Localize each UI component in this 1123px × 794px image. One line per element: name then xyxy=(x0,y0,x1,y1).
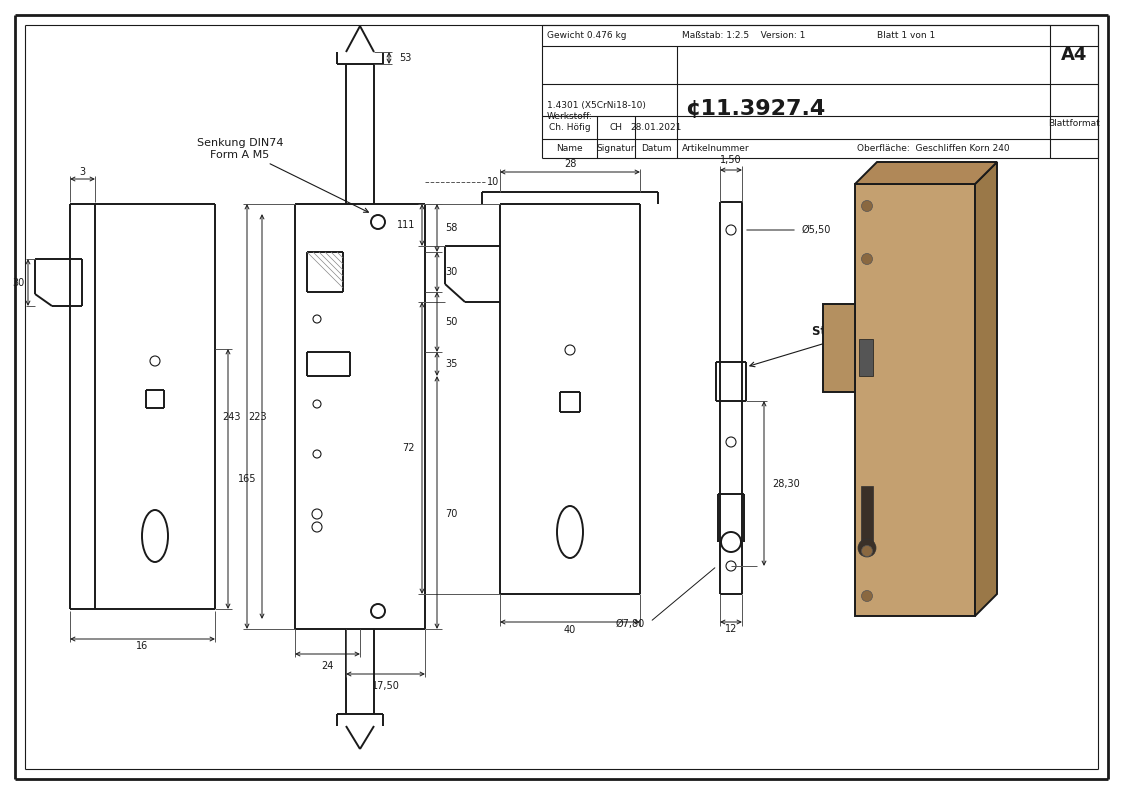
Text: Werkstoff:: Werkstoff: xyxy=(547,112,593,121)
Text: 50: 50 xyxy=(445,317,457,327)
Circle shape xyxy=(858,539,876,557)
Circle shape xyxy=(861,201,873,211)
Text: Ch. Höfig: Ch. Höfig xyxy=(549,123,591,132)
Text: Oberfläche:  Geschliffen Korn 240: Oberfläche: Geschliffen Korn 240 xyxy=(857,144,1010,153)
Text: 16: 16 xyxy=(136,641,148,651)
Text: Name: Name xyxy=(556,144,583,153)
Text: 28,30: 28,30 xyxy=(772,479,800,488)
Circle shape xyxy=(861,591,873,602)
Text: 3: 3 xyxy=(80,167,85,177)
Text: Blattformat: Blattformat xyxy=(1048,120,1099,129)
Text: Signatur: Signatur xyxy=(596,144,636,153)
Text: Blatt 1 von 1: Blatt 1 von 1 xyxy=(877,31,935,40)
Text: Ø7,80: Ø7,80 xyxy=(615,619,645,629)
Polygon shape xyxy=(975,162,997,616)
Text: 58: 58 xyxy=(445,223,457,233)
Text: CH: CH xyxy=(610,123,622,132)
Text: Gewicht 0.476 kg: Gewicht 0.476 kg xyxy=(547,31,627,40)
Text: 1,50: 1,50 xyxy=(720,155,742,165)
FancyBboxPatch shape xyxy=(861,486,873,548)
Text: Stulp Edelstahl: Stulp Edelstahl xyxy=(750,326,912,367)
Text: 17,50: 17,50 xyxy=(372,681,400,691)
Polygon shape xyxy=(855,162,997,184)
Text: 223: 223 xyxy=(248,411,267,422)
Text: Datum: Datum xyxy=(641,144,672,153)
Text: ¢11.3927.4: ¢11.3927.4 xyxy=(685,98,825,118)
Text: Maßstab: 1:2.5    Version: 1: Maßstab: 1:2.5 Version: 1 xyxy=(682,31,805,40)
Text: Ø5,50: Ø5,50 xyxy=(802,225,831,235)
Text: 35: 35 xyxy=(445,359,457,369)
FancyBboxPatch shape xyxy=(855,184,975,616)
Text: 10: 10 xyxy=(487,177,500,187)
Text: 165: 165 xyxy=(238,474,256,484)
Text: 70: 70 xyxy=(445,509,457,519)
Text: 53: 53 xyxy=(399,53,411,63)
Text: 28.01.2021: 28.01.2021 xyxy=(630,123,682,132)
Text: 40: 40 xyxy=(564,625,576,635)
FancyBboxPatch shape xyxy=(823,304,855,392)
Text: 111: 111 xyxy=(396,220,416,230)
Text: A4: A4 xyxy=(1061,45,1087,64)
FancyBboxPatch shape xyxy=(859,339,873,376)
Text: 30: 30 xyxy=(445,267,457,277)
Text: Artikelnummer: Artikelnummer xyxy=(682,144,750,153)
Text: Senkung DIN74
Form A M5: Senkung DIN74 Form A M5 xyxy=(197,138,368,212)
Text: 28: 28 xyxy=(564,159,576,169)
Text: 72: 72 xyxy=(402,443,416,453)
Circle shape xyxy=(861,545,873,557)
Circle shape xyxy=(861,253,873,264)
Text: 24: 24 xyxy=(321,661,334,671)
Text: 243: 243 xyxy=(222,411,241,422)
Text: 12: 12 xyxy=(724,624,737,634)
Text: 30: 30 xyxy=(12,277,24,287)
Text: 1.4301 (X5CrNi18-10): 1.4301 (X5CrNi18-10) xyxy=(547,101,646,110)
